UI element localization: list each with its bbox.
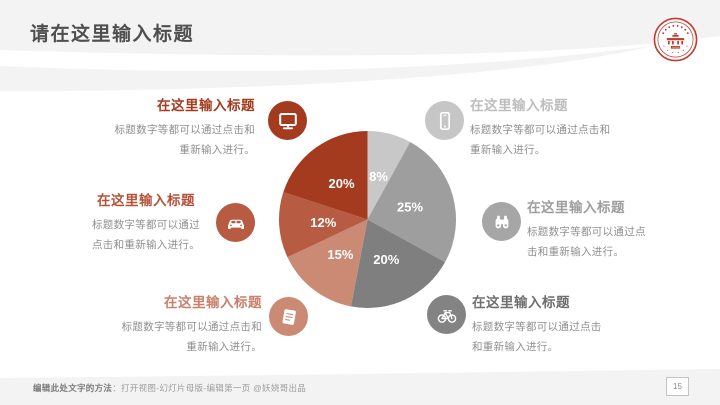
callout-body: 标题数字等都可以通过点击和重新输入进行。 [121, 321, 262, 353]
pie-slice-2 [350, 219, 446, 308]
footer-bold-label: 编辑此处文字的方法 [33, 383, 113, 393]
book-icon-badge [269, 297, 308, 336]
callout-body: 标题数字等都可以通过点击和重新输入进行。 [92, 219, 200, 251]
callout-top-right: 在这里输入标题 标题数字等都可以通过点击和 重新输入进行。 [470, 94, 625, 160]
seal-banner-dots [672, 46, 680, 48]
pie-slice-label: 25% [397, 200, 423, 215]
monitor-icon-badge [268, 101, 307, 140]
pie-slice-label: 20% [373, 252, 399, 267]
callout-title: 在这里输入标题 [157, 98, 255, 113]
pie-chart: 8% 25% 20% 15% 12% 20% [278, 131, 456, 308]
callout-body: 标题数字等都可以通过点击和重新输入进行。 [472, 321, 602, 353]
pie-slice-label: 20% [328, 176, 354, 191]
footer-band [0, 369, 720, 405]
pie-slice-1 [367, 141, 456, 263]
page-number-badge: 15 [666, 377, 689, 396]
bicycle-icon [437, 309, 456, 323]
footer-instructions: 编辑此处文字的方法：打开视图-幻灯片母版-编辑第一页 @妖娆哥出品 [33, 382, 306, 394]
pie-slice-4 [278, 192, 368, 258]
pie-slice-label: 8% [369, 169, 388, 184]
callout-top-left: 在这里输入标题 标题数字等都可以通过点击和 重新输入进行。 [93, 94, 255, 160]
book-icon [281, 308, 296, 325]
pie-slice-label: 12% [310, 215, 336, 230]
callout-middle-left: 在这里输入标题 标题数字等都可以通过 点击和重新输入进行。 [88, 189, 204, 255]
callout-title: 在这里输入标题 [470, 98, 568, 113]
footer-rest: ：打开视图-幻灯片母版-编辑第一页 @妖娆哥出品 [112, 383, 307, 393]
seal-arc-text-marks [662, 24, 689, 54]
callout-bottom-left: 在这里输入标题 标题数字等都可以通过点击和 重新输入进行。 [95, 291, 262, 357]
page-title: 请在这里输入标题 [30, 24, 195, 45]
pie-slice-5 [283, 131, 368, 220]
callout-middle-right: 在这里输入标题 标题数字等都可以通过点 击和重新输入进行。 [527, 196, 652, 262]
smartphone-icon-badge [425, 101, 464, 140]
pie-slice-3 [287, 219, 368, 307]
bicycle-icon-badge [427, 295, 466, 334]
university-seal-logo [653, 17, 698, 62]
callout-body: 标题数字等都可以通过点击和重新输入进行。 [527, 226, 646, 258]
callout-title: 在这里输入标题 [97, 193, 195, 208]
smartphone-icon [439, 111, 450, 130]
header-swoosh-band [0, 0, 720, 92]
pie-slice-label: 15% [327, 247, 353, 262]
binoculars-icon-badge [482, 202, 521, 241]
pie-slice-0 [367, 131, 411, 220]
callout-body: 标题数字等都可以通过点击和重新输入进行。 [470, 124, 611, 156]
callout-title: 在这里输入标题 [472, 295, 570, 310]
binoculars-icon [495, 215, 508, 228]
callout-bottom-right: 在这里输入标题 标题数字等都可以通过点击 和重新输入进行。 [472, 291, 612, 357]
car-icon-badge [216, 203, 255, 242]
monitor-icon [278, 112, 297, 129]
callout-title: 在这里输入标题 [527, 200, 625, 215]
callout-body: 标题数字等都可以通过点击和重新输入进行。 [114, 124, 255, 156]
callout-title: 在这里输入标题 [164, 295, 262, 310]
car-icon [227, 219, 244, 229]
